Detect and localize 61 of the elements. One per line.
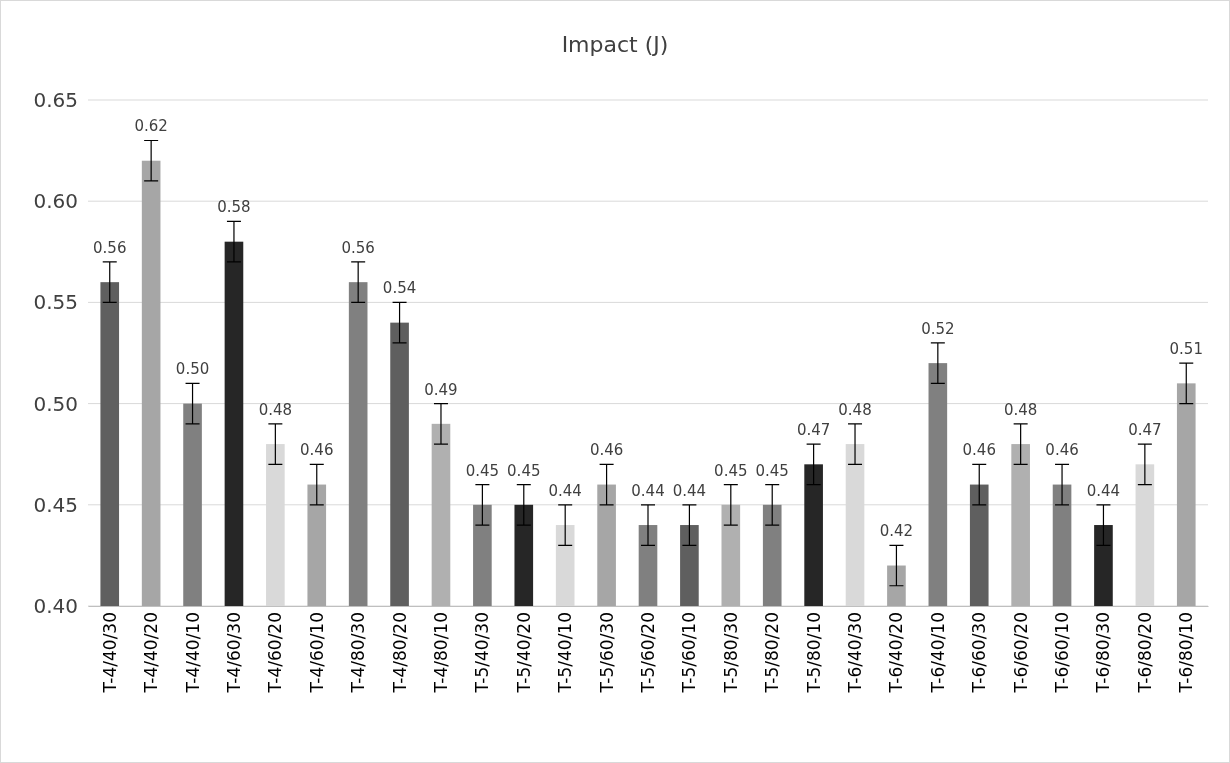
data-label: 0.44 (631, 481, 665, 500)
x-tick-label: T-5/40/30 (472, 612, 493, 694)
data-label: 0.54 (382, 279, 417, 298)
x-tick-label: T-6/40/10 (927, 612, 948, 694)
x-tick-label: T-5/80/10 (803, 612, 824, 694)
data-label: 0.46 (589, 441, 624, 460)
y-tick-label: 0.45 (33, 492, 78, 517)
x-tick-label: T-4/40/20 (141, 612, 162, 694)
x-tick-label: T-6/60/30 (969, 612, 990, 694)
data-label: 0.44 (672, 481, 707, 500)
x-tick-label: T-5/80/20 (762, 612, 783, 694)
data-label: 0.47 (796, 421, 831, 440)
data-label: 0.45 (755, 461, 789, 480)
data-label: 0.56 (93, 238, 127, 257)
x-tick-label: T-6/80/20 (1134, 612, 1155, 694)
data-label: 0.45 (714, 461, 748, 480)
x-tick-label: T-5/40/10 (555, 612, 576, 694)
y-tick-label: 0.65 (33, 87, 78, 112)
x-tick-label: T-5/60/30 (596, 612, 617, 694)
y-tick-label: 0.60 (33, 189, 78, 214)
chart-title: Impact (J) (561, 32, 669, 57)
data-label: 0.62 (134, 117, 168, 136)
x-tick-label: T-5/60/10 (679, 612, 700, 694)
x-tick-label: T-6/80/10 (1176, 612, 1197, 694)
x-tick-label: T-4/40/30 (99, 612, 120, 694)
x-tick-label: T-6/40/30 (844, 612, 865, 694)
x-tick-label: T-4/80/30 (348, 612, 369, 694)
x-tick-label: T-5/60/20 (637, 612, 658, 694)
y-tick-label: 0.40 (33, 593, 78, 618)
data-label: 0.46 (962, 441, 996, 460)
x-tick-label: T-4/80/10 (430, 612, 451, 694)
y-tick-label: 0.55 (33, 290, 78, 315)
x-tick-label: T-5/80/30 (720, 612, 741, 694)
data-label: 0.51 (1169, 340, 1203, 359)
data-label: 0.58 (217, 198, 251, 217)
data-label: 0.46 (300, 441, 334, 460)
data-label: 0.48 (258, 400, 293, 419)
x-tick-label: T-6/80/30 (1093, 612, 1114, 694)
data-label: 0.44 (1086, 481, 1121, 500)
data-label: 0.42 (879, 522, 914, 541)
data-label: 0.44 (548, 481, 582, 500)
data-label: 0.47 (1128, 421, 1162, 440)
data-label: 0.45 (465, 461, 500, 480)
data-label: 0.46 (1045, 441, 1079, 460)
data-label: 0.49 (424, 380, 458, 399)
data-label: 0.50 (175, 360, 210, 379)
data-label: 0.52 (921, 319, 955, 338)
y-tick-label: 0.50 (33, 391, 78, 416)
x-tick-label: T-4/60/20 (265, 612, 286, 694)
x-tick-label: T-4/80/20 (389, 612, 410, 694)
x-tick-label: T-6/60/10 (1052, 612, 1072, 694)
x-tick-label: T-4/60/30 (223, 612, 244, 694)
data-label: 0.48 (1003, 400, 1038, 419)
data-label: 0.56 (341, 238, 375, 257)
x-tick-label: T-4/40/10 (182, 612, 203, 694)
x-tick-label: T-6/60/20 (1010, 612, 1031, 694)
data-label: 0.45 (507, 461, 541, 480)
x-tick-label: T-6/40/20 (886, 612, 907, 694)
data-label: 0.48 (838, 400, 872, 419)
x-tick-label: T-5/40/20 (513, 612, 534, 694)
x-tick-label: T-4/60/10 (306, 612, 327, 694)
